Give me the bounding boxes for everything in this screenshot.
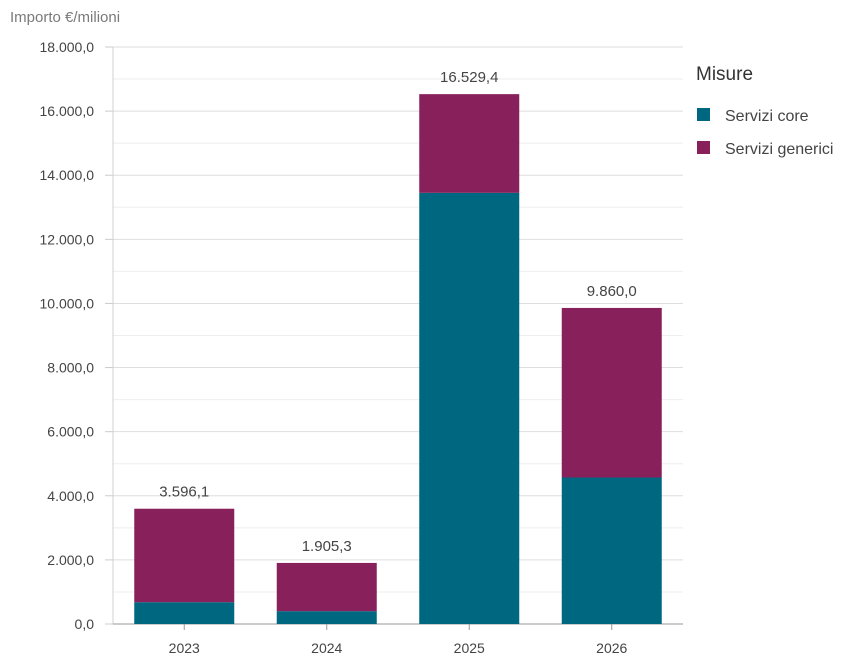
y-axis-label: Importo €/milioni [10,9,120,26]
legend-title: Misure [696,64,753,85]
y-tick-label: 18.000,0 [40,39,95,55]
y-tick-label: 0,0 [75,616,95,632]
y-tick-label: 12.000,0 [40,231,95,247]
y-tick-label: 4.000,0 [47,488,94,504]
axes: 0,0 2.000,0 4.000,0 6.000,0 8.000,0 10.000,0 1… [40,39,683,632]
bar-2026-servizi-core [561,477,662,624]
labels: 2023 3.596,1 2024 1.905,3 2025 16.529,4 2026 9.… [159,69,637,656]
x-tick-label: 2023 [169,640,200,656]
bar-2026-servizi-generici [561,307,662,478]
legend-label-servizi-core: Servizi core [725,108,809,125]
bar-2025-servizi-generici [419,94,520,193]
bars [134,94,662,624]
bar-total-label: 1.905,3 [302,538,352,555]
legend-swatch-servizi-core [697,108,710,121]
legend: Misure Servizi core Servizi generici [696,64,833,158]
y-tick-label: 10.000,0 [40,295,95,311]
bar-total-label: 3.596,1 [159,484,209,501]
legend-label-servizi-generici: Servizi generici [725,141,833,158]
y-tick-label: 8.000,0 [47,360,94,376]
bar-2023-servizi-generici [134,508,235,603]
bar-2024-servizi-core [276,611,377,624]
x-tick-label: 2025 [454,640,485,656]
y-tick-label: 14.000,0 [40,167,95,183]
y-tick-label: 16.000,0 [40,103,95,119]
x-tick-label: 2026 [596,640,627,656]
y-tick-label: 6.000,0 [47,424,94,440]
bar-total-label: 16.529,4 [440,69,498,86]
x-tick-label: 2024 [311,640,342,656]
bar-total-label: 9.860,0 [587,283,637,300]
bar-2023-servizi-core [134,602,235,624]
legend-swatch-servizi-generici [697,141,710,154]
bar-2025-servizi-core [419,192,520,624]
y-tick-label: 2.000,0 [47,552,94,568]
bar-2024-servizi-generici [276,562,377,612]
